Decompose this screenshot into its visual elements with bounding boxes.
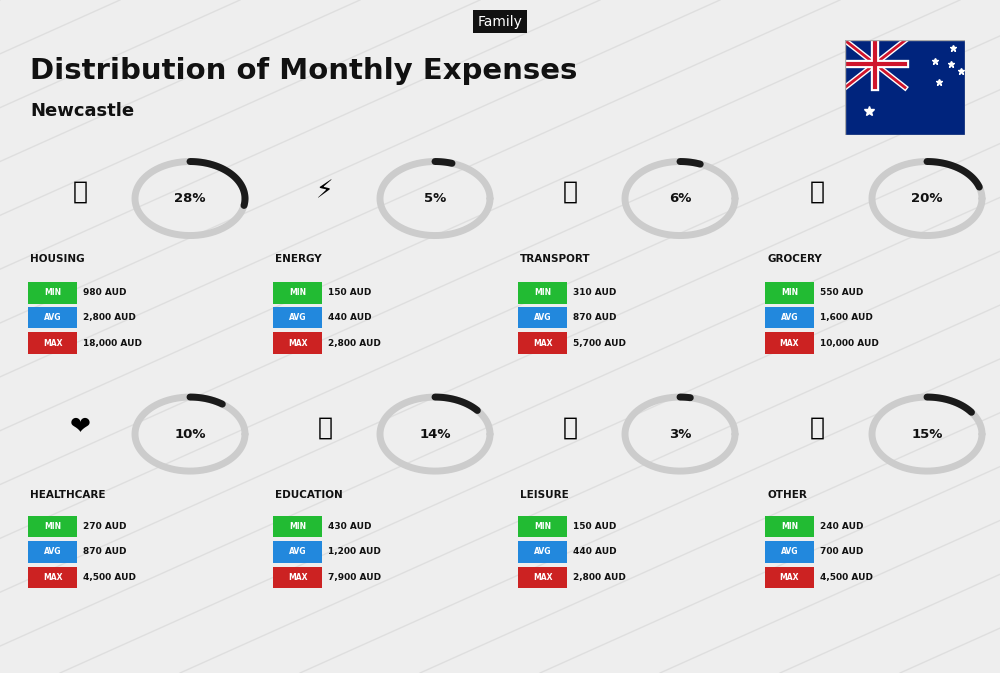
Text: 430 AUD: 430 AUD bbox=[328, 522, 372, 531]
Text: 7,900 AUD: 7,900 AUD bbox=[328, 573, 381, 582]
Text: MAX: MAX bbox=[533, 573, 552, 582]
Text: 💰: 💰 bbox=[810, 415, 825, 439]
FancyBboxPatch shape bbox=[28, 516, 77, 537]
FancyBboxPatch shape bbox=[765, 332, 814, 354]
Text: AVG: AVG bbox=[781, 547, 798, 557]
Text: 10%: 10% bbox=[174, 427, 206, 441]
Text: MAX: MAX bbox=[533, 339, 552, 348]
Text: TRANSPORT: TRANSPORT bbox=[520, 254, 591, 264]
FancyBboxPatch shape bbox=[273, 307, 322, 328]
Text: 4,500 AUD: 4,500 AUD bbox=[83, 573, 136, 582]
Text: MAX: MAX bbox=[780, 573, 799, 582]
Text: 🛒: 🛒 bbox=[810, 180, 825, 204]
Text: 🛍️: 🛍️ bbox=[563, 415, 578, 439]
Text: MAX: MAX bbox=[780, 339, 799, 348]
FancyBboxPatch shape bbox=[28, 282, 77, 304]
Text: 4,500 AUD: 4,500 AUD bbox=[820, 573, 873, 582]
Text: 10,000 AUD: 10,000 AUD bbox=[820, 339, 879, 348]
Text: MIN: MIN bbox=[44, 522, 61, 531]
FancyBboxPatch shape bbox=[765, 567, 814, 588]
Text: 870 AUD: 870 AUD bbox=[573, 313, 617, 322]
FancyBboxPatch shape bbox=[765, 516, 814, 537]
Text: 310 AUD: 310 AUD bbox=[573, 288, 616, 297]
Text: MAX: MAX bbox=[43, 573, 62, 582]
Text: 15%: 15% bbox=[911, 427, 943, 441]
FancyBboxPatch shape bbox=[518, 307, 567, 328]
Text: 440 AUD: 440 AUD bbox=[328, 313, 372, 322]
Text: 150 AUD: 150 AUD bbox=[328, 288, 371, 297]
Text: ⚡: ⚡ bbox=[316, 180, 334, 204]
Text: MAX: MAX bbox=[288, 339, 307, 348]
Text: MIN: MIN bbox=[534, 522, 551, 531]
FancyBboxPatch shape bbox=[273, 282, 322, 304]
Text: 6%: 6% bbox=[669, 192, 691, 205]
Text: 2,800 AUD: 2,800 AUD bbox=[328, 339, 381, 348]
Text: AVG: AVG bbox=[289, 547, 306, 557]
Text: 1,600 AUD: 1,600 AUD bbox=[820, 313, 873, 322]
Text: AVG: AVG bbox=[289, 313, 306, 322]
Text: GROCERY: GROCERY bbox=[767, 254, 822, 264]
Text: 440 AUD: 440 AUD bbox=[573, 547, 617, 557]
Text: MAX: MAX bbox=[43, 339, 62, 348]
Text: MIN: MIN bbox=[44, 288, 61, 297]
Text: 🏢: 🏢 bbox=[72, 180, 88, 204]
FancyBboxPatch shape bbox=[518, 516, 567, 537]
FancyBboxPatch shape bbox=[518, 332, 567, 354]
Text: 2,800 AUD: 2,800 AUD bbox=[573, 573, 626, 582]
Text: 20%: 20% bbox=[911, 192, 943, 205]
FancyBboxPatch shape bbox=[28, 567, 77, 588]
Text: 270 AUD: 270 AUD bbox=[83, 522, 126, 531]
Text: 5,700 AUD: 5,700 AUD bbox=[573, 339, 626, 348]
Text: 980 AUD: 980 AUD bbox=[83, 288, 126, 297]
Text: AVG: AVG bbox=[44, 547, 61, 557]
Text: 3%: 3% bbox=[669, 427, 691, 441]
FancyBboxPatch shape bbox=[765, 541, 814, 563]
Text: 870 AUD: 870 AUD bbox=[83, 547, 126, 557]
Text: 14%: 14% bbox=[419, 427, 451, 441]
Text: Family: Family bbox=[478, 15, 522, 28]
FancyBboxPatch shape bbox=[273, 541, 322, 563]
Text: AVG: AVG bbox=[781, 313, 798, 322]
Text: MIN: MIN bbox=[781, 522, 798, 531]
FancyBboxPatch shape bbox=[518, 282, 567, 304]
Text: 550 AUD: 550 AUD bbox=[820, 288, 863, 297]
FancyBboxPatch shape bbox=[28, 541, 77, 563]
Text: 1,200 AUD: 1,200 AUD bbox=[328, 547, 381, 557]
Text: 🚌: 🚌 bbox=[563, 180, 578, 204]
Text: 5%: 5% bbox=[424, 192, 446, 205]
FancyBboxPatch shape bbox=[518, 541, 567, 563]
FancyBboxPatch shape bbox=[28, 332, 77, 354]
Text: 240 AUD: 240 AUD bbox=[820, 522, 864, 531]
Text: HOUSING: HOUSING bbox=[30, 254, 85, 264]
Text: 2,800 AUD: 2,800 AUD bbox=[83, 313, 136, 322]
FancyBboxPatch shape bbox=[273, 332, 322, 354]
FancyBboxPatch shape bbox=[28, 307, 77, 328]
Text: 28%: 28% bbox=[174, 192, 206, 205]
Text: MIN: MIN bbox=[534, 288, 551, 297]
Text: AVG: AVG bbox=[534, 547, 551, 557]
Text: MIN: MIN bbox=[289, 288, 306, 297]
Text: Distribution of Monthly Expenses: Distribution of Monthly Expenses bbox=[30, 57, 577, 85]
Text: 18,000 AUD: 18,000 AUD bbox=[83, 339, 142, 348]
FancyBboxPatch shape bbox=[273, 516, 322, 537]
Text: 🎓: 🎓 bbox=[318, 415, 332, 439]
FancyBboxPatch shape bbox=[765, 307, 814, 328]
Text: MIN: MIN bbox=[289, 522, 306, 531]
Text: 150 AUD: 150 AUD bbox=[573, 522, 616, 531]
Text: AVG: AVG bbox=[44, 313, 61, 322]
Text: MAX: MAX bbox=[288, 573, 307, 582]
FancyBboxPatch shape bbox=[518, 567, 567, 588]
FancyBboxPatch shape bbox=[765, 282, 814, 304]
Text: Newcastle: Newcastle bbox=[30, 102, 134, 120]
Text: OTHER: OTHER bbox=[767, 490, 807, 499]
Text: MIN: MIN bbox=[781, 288, 798, 297]
Text: ENERGY: ENERGY bbox=[275, 254, 322, 264]
Text: HEALTHCARE: HEALTHCARE bbox=[30, 490, 106, 499]
FancyBboxPatch shape bbox=[273, 567, 322, 588]
Text: AVG: AVG bbox=[534, 313, 551, 322]
Text: 700 AUD: 700 AUD bbox=[820, 547, 863, 557]
Text: EDUCATION: EDUCATION bbox=[275, 490, 343, 499]
Text: LEISURE: LEISURE bbox=[520, 490, 569, 499]
Text: ❤️: ❤️ bbox=[70, 415, 90, 439]
